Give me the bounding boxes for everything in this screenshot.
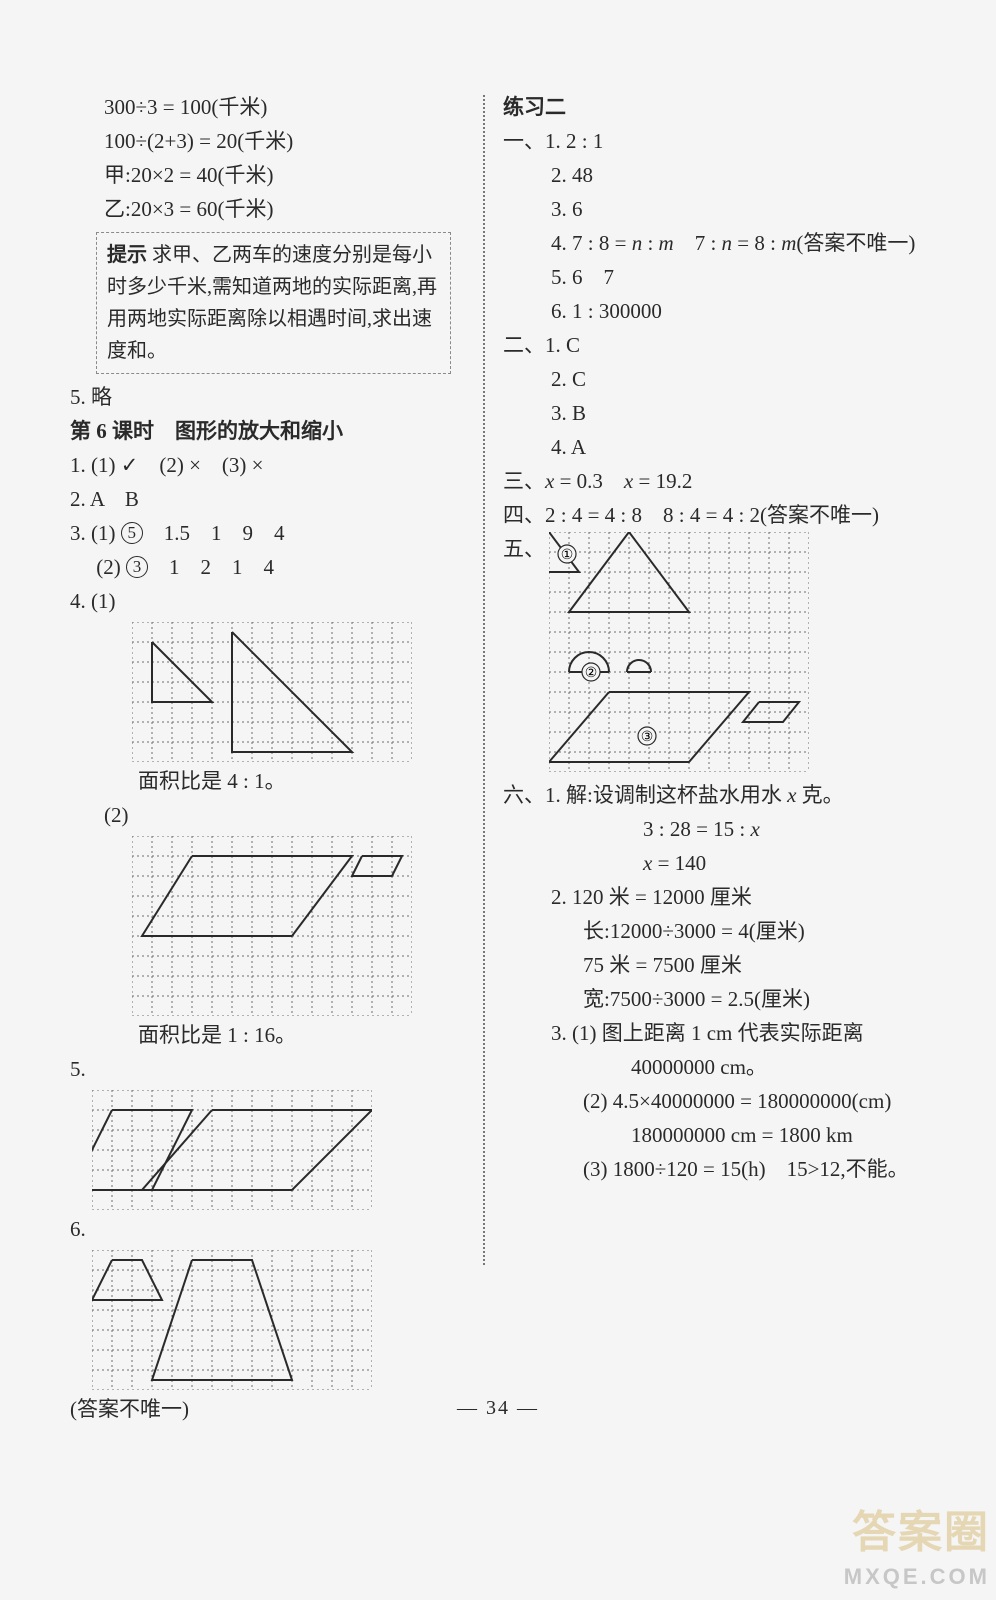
s6-3a: 3. (1) 图上距离 1 cm 代表实际距离 (551, 1016, 946, 1050)
s6-1a: 六、1. 解:设调制这杯盐水用水 x 克。 (503, 778, 946, 812)
s6-3c: (3) 1800÷120 = 15(h) 15>12,不能。 (583, 1152, 946, 1186)
s6-3b2: 180000000 cm = 1800 km (631, 1118, 946, 1152)
watermark-logo: 答案圈 (852, 1496, 990, 1560)
q5-label: 5. (70, 1052, 465, 1086)
s1-1: 一、1. 2 : 1 (503, 124, 946, 158)
caption-4b: 面积比是 1 : 16。 (138, 1018, 465, 1052)
answer-line: 5. 略 (70, 380, 465, 414)
q1: 1. (1) ✓ (2) × (3) × (70, 448, 465, 482)
q3b-prefix: (2) (70, 555, 126, 579)
s2-1: 二、1. C (503, 328, 946, 362)
grid-6 (92, 1250, 465, 1390)
s1-3: 3. 6 (551, 192, 946, 226)
s2-4: 4. A (551, 430, 946, 464)
q3a: 3. (1) 5 1.5 1 9 4 (70, 516, 465, 550)
s6-2c: 75 米 = 7500 厘米 (583, 948, 946, 982)
circled-number: 5 (121, 522, 143, 544)
calc-line: 乙:20×3 = 60(千米) (104, 192, 465, 226)
calc-line: 甲:20×2 = 40(千米) (104, 158, 465, 192)
s1-4: 4. 7 : 8 = n : m 7 : n = 8 : m(答案不唯一) (551, 226, 946, 260)
lesson-heading: 第 6 课时 图形的放大和缩小 (70, 414, 465, 448)
practice-title: 练习二 (503, 90, 946, 124)
grid-5 (92, 1090, 465, 1210)
tip-body: 求甲、乙两车的速度分别是每小时多少千米,需知道两地的实际距离,再用两地实际距离除… (107, 244, 437, 362)
caption-4a: 面积比是 4 : 1。 (138, 764, 465, 798)
s6-1b: 3 : 28 = 15 : x (643, 812, 946, 846)
grid-4a (132, 622, 465, 762)
calc-line: 300÷3 = 100(千米) (104, 90, 465, 124)
column-divider (483, 95, 485, 1265)
s5-label: 五、 (503, 532, 549, 566)
calc-line: 100÷(2+3) = 20(千米) (104, 124, 465, 158)
q2: 2. A B (70, 482, 465, 516)
right-column: 练习二 一、1. 2 : 1 2. 48 3. 6 4. 7 : 8 = n :… (503, 90, 946, 1426)
svg-text:②: ② (585, 666, 598, 681)
page-number: — 34 — (0, 1397, 996, 1420)
q3a-prefix: 3. (1) (70, 521, 121, 545)
s5-row: 五、 ① ② ③ (503, 532, 946, 772)
q3a-rest: 1.5 1 9 4 (143, 521, 285, 545)
circled-number: 3 (126, 556, 148, 578)
q6-label: 6. (70, 1212, 465, 1246)
s1-6: 6. 1 : 300000 (551, 294, 946, 328)
q3b: (2) 3 1 2 1 4 (70, 550, 465, 584)
s6-2a: 2. 120 米 = 12000 厘米 (551, 880, 946, 914)
s6-3b: (2) 4.5×40000000 = 180000000(cm) (583, 1084, 946, 1118)
tip-box: 提示 求甲、乙两车的速度分别是每小时多少千米,需知道两地的实际距离,再用两地实际… (96, 232, 451, 374)
grid-4b (132, 836, 465, 1016)
q4-label: 4. (1) (70, 584, 465, 618)
watermark-url: MXQE.COM (844, 1564, 990, 1590)
s6-2d: 宽:7500÷3000 = 2.5(厘米) (583, 982, 946, 1016)
grid-right: ① ② ③ (549, 532, 809, 772)
s6-1c: x = 140 (643, 846, 946, 880)
q4-label-text: 4. (1) (70, 589, 116, 613)
s6-3a2: 40000000 cm。 (631, 1050, 946, 1084)
svg-text:①: ① (561, 548, 574, 563)
s3: 三、x = 0.3 x = 19.2 (503, 464, 946, 498)
s1-5: 5. 6 7 (551, 260, 946, 294)
s1-2: 2. 48 (551, 158, 946, 192)
s6-2b: 长:12000÷3000 = 4(厘米) (583, 914, 946, 948)
left-column: 300÷3 = 100(千米) 100÷(2+3) = 20(千米) 甲:20×… (70, 90, 465, 1426)
tip-label: 提示 (107, 244, 147, 266)
q4b-label: (2) (104, 798, 465, 832)
q3b-rest: 1 2 1 4 (148, 555, 274, 579)
svg-text:③: ③ (641, 730, 654, 745)
s4: 四、2 : 4 = 4 : 8 8 : 4 = 4 : 2(答案不唯一) (503, 498, 946, 532)
s2-3: 3. B (551, 396, 946, 430)
s2-2: 2. C (551, 362, 946, 396)
